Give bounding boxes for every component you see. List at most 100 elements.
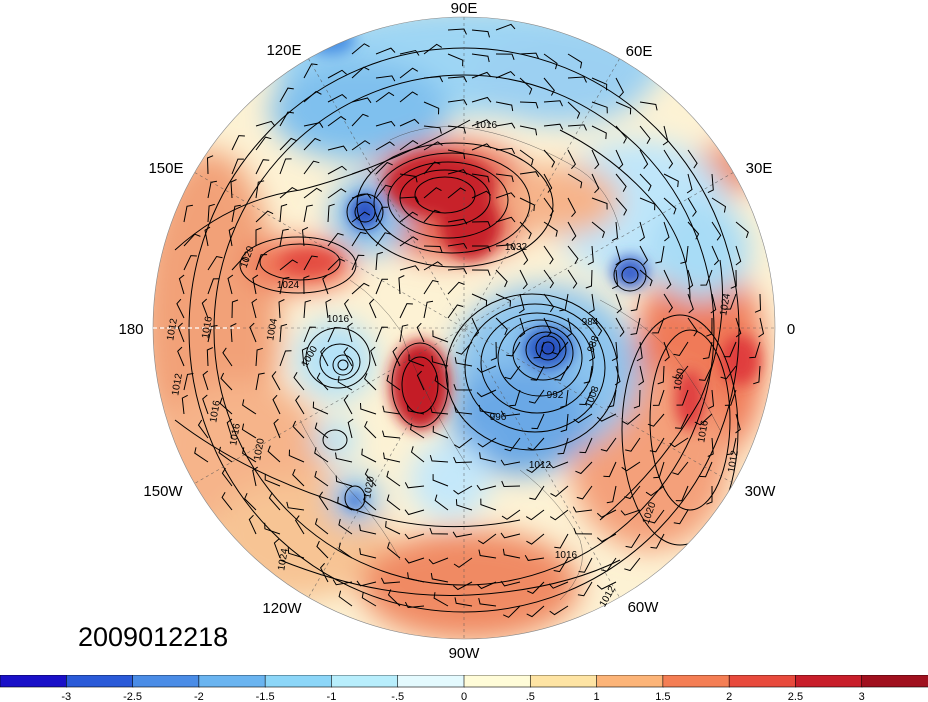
wind-barb [447,304,464,319]
colorbar-tick-label: -.5 [391,691,404,702]
wind-barb [495,173,514,183]
wind-barb [591,173,600,194]
wind-barb [519,245,529,266]
wind-barb [231,135,245,151]
wind-barb [477,437,497,448]
wind-barb [375,141,395,151]
wind-barb [452,531,473,538]
wind-barb [700,269,713,286]
wind-barb [566,317,573,338]
wind-barb [549,509,569,521]
wind-barb [279,276,290,295]
wind-barb [272,394,281,415]
wind-barb [579,389,593,406]
wind-barb [222,347,233,367]
wind-barb [447,125,466,134]
wind-barb [639,173,652,192]
wind-barb [567,269,578,289]
wind-barb [600,557,617,572]
wind-barb [591,317,603,337]
colorbar-tick-label: 1 [594,691,600,702]
wind-barb [447,76,468,83]
wind-barb [430,572,449,583]
wind-barb [335,452,353,463]
wind-barb [495,53,515,60]
wind-barb [221,492,233,511]
wind-barb [519,125,538,136]
wind-barb [614,365,621,386]
contour-label: 1024 [277,280,300,291]
wind-barb [375,232,392,247]
colorbar-box [65,675,134,688]
wind-barb [543,221,558,237]
contour-label: 1032 [505,242,528,253]
wind-barb [385,520,401,535]
wind-barb [183,373,194,391]
wind-barb [432,474,449,487]
wind-barb [375,278,389,295]
wind-barb [423,125,442,134]
wind-barb [423,187,442,199]
wind-barb [375,161,393,175]
wind-barb [207,180,217,199]
wind-barb [543,77,555,96]
wind-barb [673,509,689,525]
wind-barb [478,597,497,607]
wind-barb [724,389,737,406]
wind-barb [630,317,641,335]
wind-barb [177,346,185,367]
wind-barb [559,293,569,312]
wind-barb [702,341,713,360]
wind-barb [476,484,497,491]
wind-barb [399,196,419,203]
wind-barb [351,231,367,247]
contour-label: 1004 [265,317,280,341]
wind-barb [663,149,674,169]
wind-barb [332,579,353,586]
colorbar-box [264,675,333,688]
wind-barb [278,299,285,319]
wind-barb [453,485,473,495]
wind-barb [662,125,669,146]
wind-barb [543,123,564,130]
wind-barb [423,141,443,151]
wind-barb [455,499,473,511]
wind-barb [543,149,556,168]
wind-barb [687,197,697,217]
wind-barb [399,303,413,319]
wind-barb [227,274,234,295]
wind-barb [578,557,593,573]
wind-barb [711,221,722,241]
wind-barb [553,557,569,573]
wind-barb [630,293,641,312]
wind-barb [471,53,490,63]
wind-barb [615,293,622,314]
wind-barb [382,430,401,439]
wind-barb [652,317,665,334]
lon-label-30w: 30W [745,483,777,500]
wind-barb [410,446,425,463]
wind-barb [495,269,508,288]
wind-barb [447,169,468,175]
wind-barb [560,413,569,433]
wind-barb [495,23,516,31]
wind-barb [230,323,237,343]
wind-barb [758,317,765,338]
wind-barb [220,372,233,391]
wind-barb [549,605,569,616]
wind-barb [501,509,521,520]
wind-barb [551,341,569,355]
wind-barb [255,347,263,367]
wind-barb [408,354,425,367]
wind-barb [207,255,223,271]
wind-barb [327,203,335,223]
wind-barb [338,542,353,559]
wind-barb [543,293,555,313]
wind-barb [255,254,268,271]
wind-barb [338,590,353,607]
lon-label-60w: 60W [628,599,660,616]
wind-barb [663,269,672,290]
wind-barb [611,269,619,290]
wind-barb [573,527,593,535]
wind-barb [694,413,713,426]
